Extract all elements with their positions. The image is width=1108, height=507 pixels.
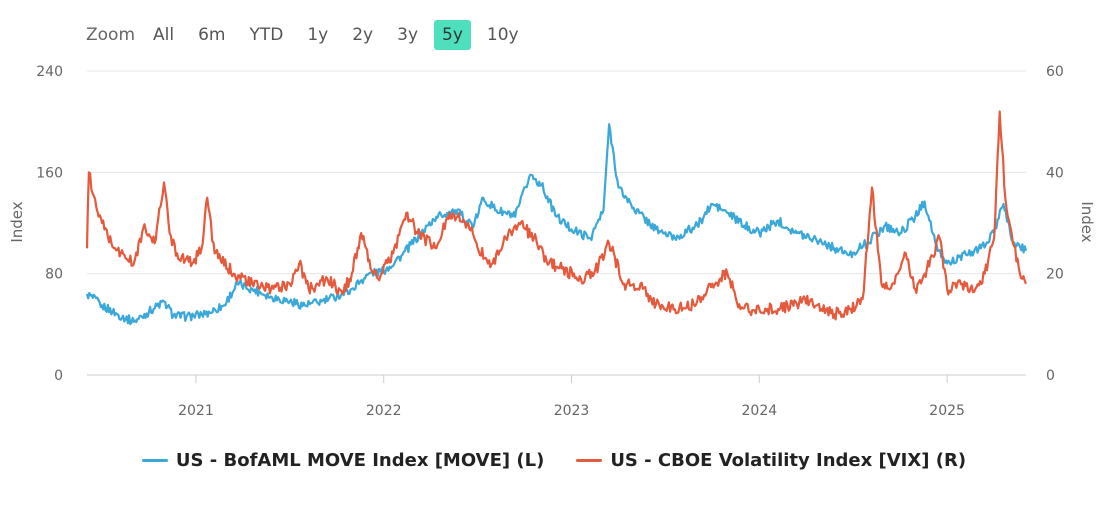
y-right-tick-label: 20 (1046, 267, 1064, 283)
zoom-button-10y[interactable]: 10y (486, 25, 519, 45)
legend-swatch-vix (576, 459, 603, 462)
zoom-button-5y[interactable]: 5y (434, 20, 471, 50)
x-tick-label: 2022 (366, 403, 402, 419)
legend-label-vix: US - CBOE Volatility Index [VIX] (R) (610, 450, 967, 471)
legend-swatch-move (141, 459, 168, 462)
zoom-button-all[interactable]: All (153, 25, 175, 45)
y-axis-left-title: Index (8, 201, 26, 242)
zoom-button-3y[interactable]: 3y (397, 25, 419, 45)
x-tick-label: 2023 (554, 403, 590, 419)
y-right-tick-label: 60 (1046, 64, 1064, 80)
x-tick-label: 2024 (742, 403, 778, 419)
chart-legend: US - BofAML MOVE Index [MOVE] (L) US - C… (0, 450, 1108, 471)
series-line-vix[interactable] (85, 110, 1028, 321)
y-left-tick-label: 80 (45, 267, 63, 283)
line-chart: 0 80 160 240 0 20 40 60 2021 2022 2023 2024 2025 Ind… (8, 64, 1096, 419)
legend-item-move[interactable]: US - BofAML MOVE Index [MOVE] (L) (141, 450, 545, 471)
y-left-tick-label: 0 (54, 368, 63, 384)
y-axis-right-title: Index (1078, 201, 1096, 242)
x-tick-label: 2025 (929, 403, 965, 419)
y-right-tick-label: 40 (1046, 165, 1064, 181)
legend-item-vix[interactable]: US - CBOE Volatility Index [VIX] (R) (576, 450, 966, 471)
zoom-button-1y[interactable]: 1y (307, 25, 329, 45)
zoom-label: Zoom (86, 25, 136, 45)
chart-series (85, 110, 1028, 326)
y-left-tick-label: 240 (36, 64, 63, 80)
y-right-tick-label: 0 (1046, 368, 1055, 384)
y-left-tick-label: 160 (36, 165, 63, 181)
legend-label-move: US - BofAML MOVE Index [MOVE] (L) (175, 450, 545, 471)
zoom-button-ytd[interactable]: YTD (249, 25, 284, 45)
series-line-move[interactable] (85, 123, 1028, 326)
chart-axes: 0 80 160 240 0 20 40 60 2021 2022 2023 2024 2025 (36, 64, 1064, 419)
zoom-bar: Zoom All 6m YTD 1y 2y 3y 5y 10y (80, 18, 535, 52)
zoom-button-6m[interactable]: 6m (198, 25, 226, 45)
zoom-button-2y[interactable]: 2y (352, 25, 374, 45)
chart-grid (87, 70, 1026, 376)
x-tick-label: 2021 (178, 403, 214, 419)
